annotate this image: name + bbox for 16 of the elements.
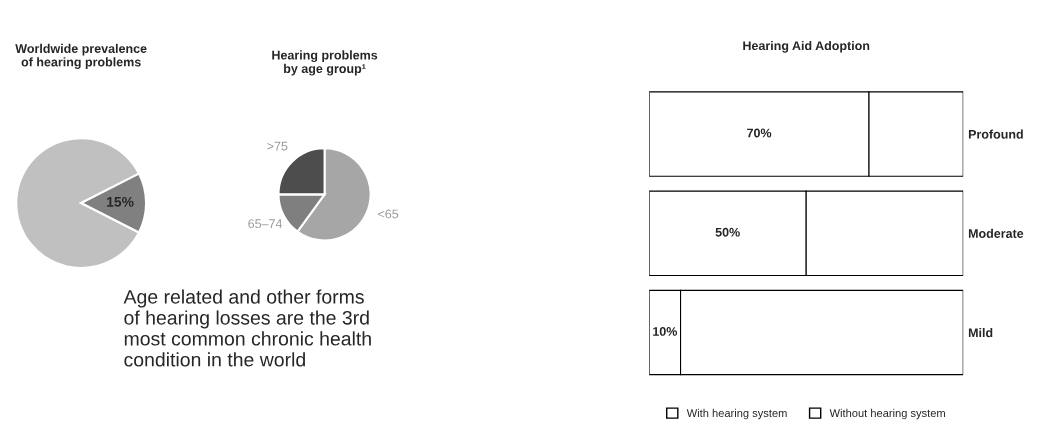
slice-label: 65–74 <box>248 219 283 229</box>
chart-title: Worldwide prevalence of hearing problems <box>15 43 147 69</box>
text: Age related and other forms of hearing losses are the 3rd most common chronic health condition in the world <box>123 289 371 367</box>
data-label: 70% <box>747 128 772 138</box>
y-tick-label: Mild <box>968 327 993 338</box>
data-label: 50% <box>715 227 740 237</box>
chart-title: Hearing Aid Adoption <box>743 40 870 53</box>
data-label: 10% <box>653 327 678 336</box>
slice-label: <65 <box>378 209 399 219</box>
slice-label: >75 <box>267 141 288 151</box>
legend-label: Without hearing system <box>829 408 945 420</box>
y-tick-label: Profound <box>968 129 1023 139</box>
data-label: 15% <box>107 196 134 207</box>
y-tick-label: Moderate <box>968 228 1024 238</box>
chart-title: Hearing problems by age group¹ <box>272 50 378 76</box>
legend-label: With hearing system <box>686 408 787 420</box>
